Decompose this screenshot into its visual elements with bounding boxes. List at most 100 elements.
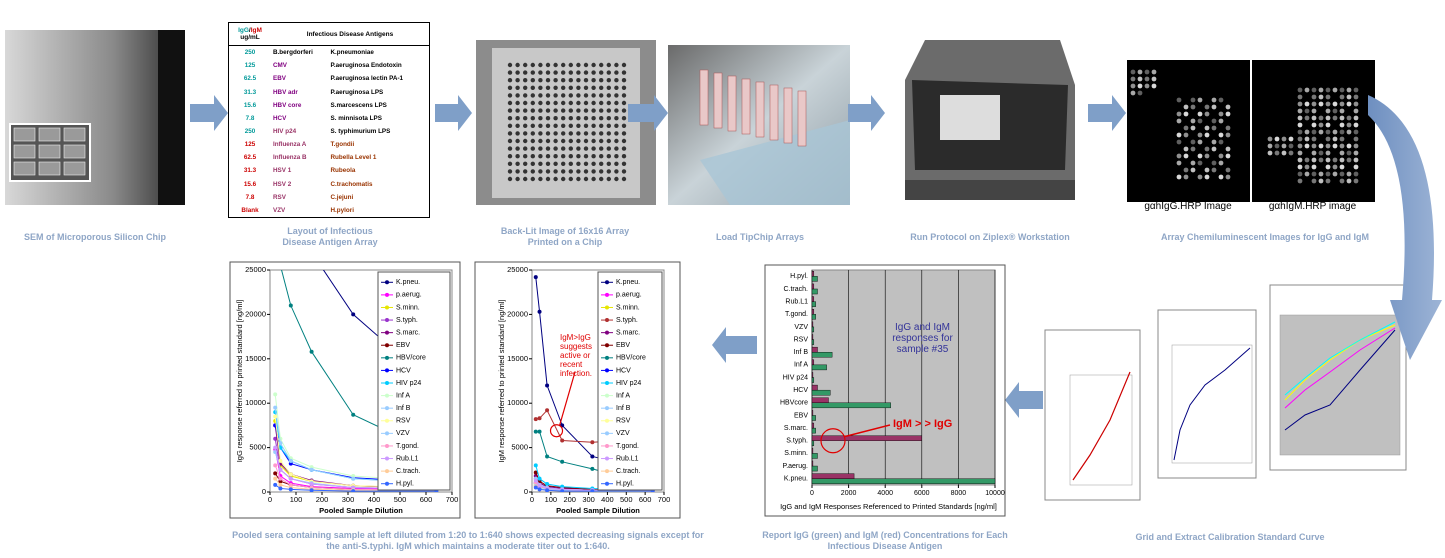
chemi-spot xyxy=(1333,137,1338,142)
chemi-spot xyxy=(1268,144,1273,149)
array-spot xyxy=(546,131,550,135)
array-spot xyxy=(538,70,542,74)
chemi-spot xyxy=(1184,112,1189,117)
chemi-spot xyxy=(1347,179,1352,184)
chemi-spot xyxy=(1354,95,1359,100)
chemi-spot xyxy=(1282,144,1287,149)
table-cell: 62.5 xyxy=(229,72,272,85)
chemi-spot xyxy=(1226,126,1231,131)
chemi-spot xyxy=(1298,130,1303,135)
pipette-tip xyxy=(798,91,806,146)
array-spot xyxy=(622,146,626,150)
table-cell: S. typhimurium LPS xyxy=(329,125,430,138)
chemi-spot xyxy=(1340,123,1345,128)
step-caption: Pooled sera containing sample at left di… xyxy=(228,530,708,552)
step-caption: Layout of Infectious Disease Antigen Arr… xyxy=(270,226,390,248)
x-tick-label: 600 xyxy=(639,495,652,504)
chemi-spot xyxy=(1152,70,1157,75)
data-point xyxy=(590,454,594,458)
bar xyxy=(812,410,813,415)
chemi-spot xyxy=(1191,126,1196,131)
y-tick-label: EBV xyxy=(794,412,808,419)
legend-marker xyxy=(385,331,389,335)
chemi-spot xyxy=(1354,165,1359,170)
chemi-spot xyxy=(1312,179,1317,184)
array-spot xyxy=(508,131,512,135)
chemi-spot xyxy=(1326,88,1331,93)
chemi-spot xyxy=(1298,144,1303,149)
array-spot xyxy=(599,116,603,120)
chemi-spot xyxy=(1326,165,1331,170)
chemi-spot xyxy=(1131,77,1136,82)
array-spot xyxy=(576,146,580,150)
array-spot xyxy=(569,108,573,112)
array-spot xyxy=(508,86,512,90)
backlit-chip xyxy=(492,48,640,198)
chemi-spot xyxy=(1340,172,1345,177)
array-spot xyxy=(538,177,542,181)
chemi-spot xyxy=(1340,95,1345,100)
x-tick-label: 4000 xyxy=(877,490,893,497)
chemi-spot xyxy=(1177,119,1182,124)
chemi-spot xyxy=(1145,70,1150,75)
chemi-spot xyxy=(1354,137,1359,142)
x-tick-label: 500 xyxy=(620,495,633,504)
legend-label: Inf A xyxy=(396,392,410,399)
chemi-spot xyxy=(1177,140,1182,145)
array-spot xyxy=(576,169,580,173)
chemi-spot xyxy=(1226,175,1231,180)
flow-arrow xyxy=(190,95,228,131)
chemi-spot xyxy=(1282,151,1287,156)
y-tick-label: H.pyl. xyxy=(790,273,808,280)
canvas: 0500010000150002000025000010020030040050… xyxy=(0,0,1445,558)
array-spot xyxy=(553,86,557,90)
y-tick-label: 20000 xyxy=(245,309,266,318)
data-point xyxy=(273,392,277,396)
array-spot xyxy=(508,78,512,82)
chemi-spot xyxy=(1319,179,1324,184)
array-spot xyxy=(531,146,535,150)
array-spot xyxy=(515,63,519,67)
bar xyxy=(812,474,854,479)
array-spot xyxy=(531,131,535,135)
chemi-spot xyxy=(1326,144,1331,149)
data-point xyxy=(538,430,542,434)
table-row: 250B.bergdorferiK.pneumoniae xyxy=(229,46,430,60)
array-spot xyxy=(546,101,550,105)
array-spot xyxy=(576,177,580,181)
chemi-spot xyxy=(1226,105,1231,110)
array-spot xyxy=(515,124,519,128)
x-tick-label: 100 xyxy=(545,495,558,504)
array-spot xyxy=(531,162,535,166)
step-caption: Back-Lit Image of 16x16 Array Printed on… xyxy=(490,226,640,248)
chemi-spot xyxy=(1319,172,1324,177)
data-point xyxy=(545,408,549,412)
array-spot xyxy=(591,108,595,112)
chemi-spot xyxy=(1305,165,1310,170)
header-cell: IgG/IgMug/mL xyxy=(229,23,272,46)
array-spot xyxy=(531,108,535,112)
legend-label: S.typh. xyxy=(396,317,418,324)
array-spot xyxy=(523,124,527,128)
table-cell: 7.8 xyxy=(229,191,272,204)
y-tick-label: S.minn. xyxy=(784,450,808,457)
chemi-spot xyxy=(1312,172,1317,177)
table-cell: HSV 2 xyxy=(271,177,329,190)
array-spot xyxy=(553,108,557,112)
legend-label: RSV xyxy=(616,418,631,425)
array-spot xyxy=(538,78,542,82)
array-spot xyxy=(546,116,550,120)
x-tick-label: 200 xyxy=(316,495,329,504)
sem-pore-block xyxy=(64,145,85,158)
legend-marker xyxy=(385,419,389,423)
array-spot xyxy=(561,169,565,173)
array-spot xyxy=(622,162,626,166)
legend-marker xyxy=(605,394,609,398)
chemi-spot xyxy=(1152,77,1157,82)
array-spot xyxy=(591,63,595,67)
chemi-spot xyxy=(1312,144,1317,149)
array-spot xyxy=(569,70,573,74)
table-row: 31.3HSV 1Rubeola xyxy=(229,164,430,177)
y-tick-label: Inf A xyxy=(794,362,808,369)
